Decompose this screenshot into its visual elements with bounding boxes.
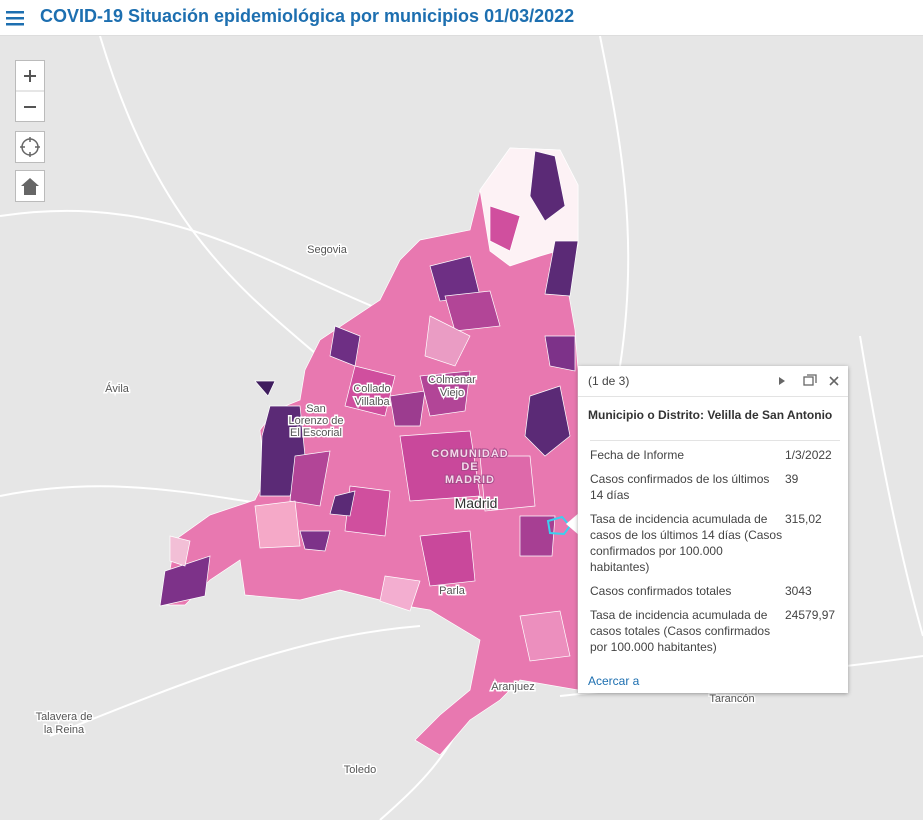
place-label: San bbox=[306, 403, 326, 415]
popup: (1 de 3) Municipio o Distrito: Velilla d… bbox=[578, 366, 848, 693]
field-value: 39 bbox=[785, 472, 799, 486]
popup-pointer bbox=[566, 512, 580, 536]
field-label: Tasa de incidencia acumulada de casos to… bbox=[590, 608, 771, 654]
place-label: Segovia bbox=[307, 244, 348, 256]
field-label: Tasa de incidencia acumulada de casos de… bbox=[590, 512, 783, 574]
popup-buttons[interactable] bbox=[776, 373, 846, 389]
place-label: Madrid bbox=[455, 495, 498, 511]
field-value: 24579,97 bbox=[785, 608, 836, 622]
popup-row: Tasa de incidencia acumulada de casos de… bbox=[590, 511, 840, 575]
field-value: 1/3/2022 bbox=[785, 448, 832, 462]
popup-row: Tasa de incidencia acumulada de casos to… bbox=[590, 607, 840, 655]
region-label: DE bbox=[461, 461, 478, 473]
place-label: Villalba bbox=[354, 396, 390, 408]
place-label: Aranjuez bbox=[491, 681, 534, 693]
field-value: 315,02 bbox=[785, 512, 822, 526]
map: Segovia Ávila Collado Villalba Colmenar … bbox=[0, 36, 923, 820]
menu-icon[interactable] bbox=[6, 9, 30, 29]
title: COVID-19 Situación epidemiológica por mu… bbox=[40, 6, 575, 26]
zoom-icons[interactable] bbox=[16, 61, 44, 121]
zoom-controls bbox=[15, 60, 45, 122]
place-label: Lorenzo de bbox=[288, 415, 343, 427]
place-label: Talavera de bbox=[36, 711, 93, 723]
home-button[interactable] bbox=[15, 170, 45, 202]
region-label: COMUNIDAD bbox=[431, 448, 508, 460]
header: COVID-19 Situación epidemiológica por mu… bbox=[0, 0, 923, 36]
popup-heading: Municipio o Distrito: Velilla de San Ant… bbox=[588, 408, 833, 422]
field-label: Casos confirmados de los últimos 14 días bbox=[590, 472, 770, 502]
place-label: Toledo bbox=[344, 764, 376, 776]
place-label: la Reina bbox=[44, 724, 85, 736]
popup-row: Fecha de Informe 1/3/2022 bbox=[590, 447, 840, 463]
popup-table: Fecha de Informe 1/3/2022 Casos confirmado… bbox=[590, 440, 840, 663]
locate-button[interactable] bbox=[15, 131, 45, 163]
place-label: Tarancón bbox=[709, 693, 754, 705]
popup-pager: (1 de 3) bbox=[588, 374, 630, 388]
popup-row: Casos confirmados de los últimos 14 días… bbox=[590, 471, 840, 503]
place-label: Parla bbox=[439, 585, 466, 597]
field-label: Fecha de Informe bbox=[590, 448, 685, 462]
place-label: Viejo bbox=[440, 387, 464, 399]
field-label: Casos confirmados totales bbox=[590, 584, 732, 598]
region-label: MADRID bbox=[445, 474, 495, 486]
region bbox=[159, 147, 579, 756]
place-label: Collado bbox=[353, 383, 390, 395]
place-label: El Escorial bbox=[290, 427, 342, 439]
place-label: Ávila bbox=[105, 382, 130, 395]
place-label: Colmenar bbox=[428, 374, 476, 386]
place-labels: Segovia Ávila Collado Villalba Colmenar … bbox=[34, 243, 756, 778]
field-value: 3043 bbox=[785, 584, 812, 598]
zoom-to-link[interactable]: Acercar a bbox=[588, 674, 640, 688]
popup-row: Casos confirmados totales 3043 bbox=[590, 583, 840, 599]
